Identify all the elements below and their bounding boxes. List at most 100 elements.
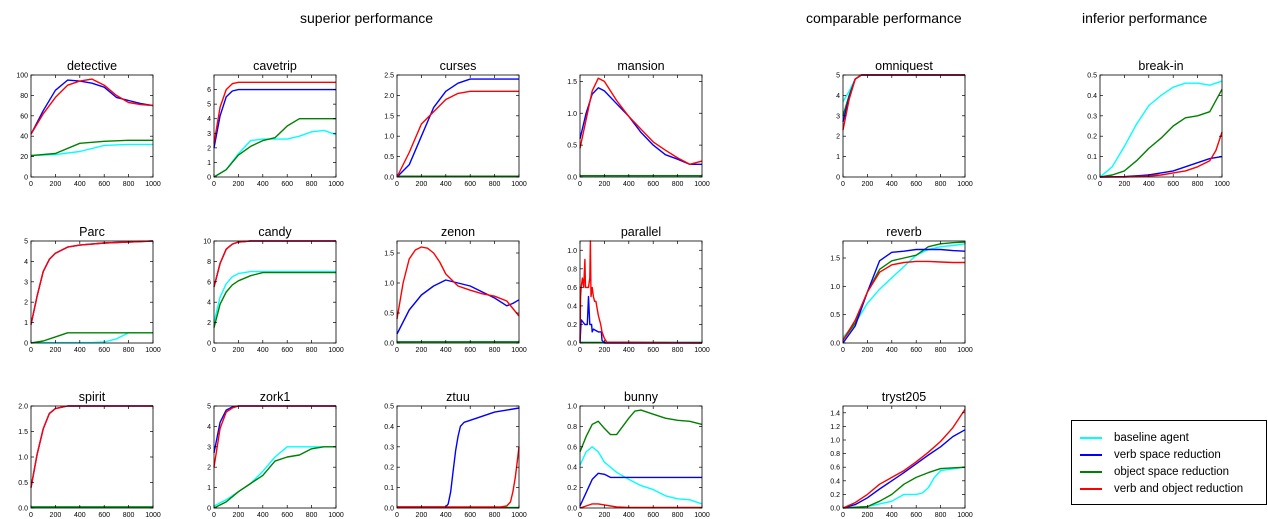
series-line-object — [579, 409, 703, 453]
plot-title: tryst205 — [882, 390, 927, 404]
x-tick-label: 600 — [464, 181, 476, 188]
x-tick-label: 800 — [672, 347, 684, 354]
x-tick-label: 0 — [578, 181, 582, 188]
x-tick-label: 800 — [935, 512, 947, 519]
x-tick-label: 800 — [489, 512, 501, 519]
x-tick-label: 0 — [578, 512, 582, 519]
y-tick-label: 3 — [207, 444, 211, 451]
plot-title: Parc — [79, 225, 105, 239]
plot-title: bunny — [624, 390, 659, 404]
series-group — [30, 405, 153, 508]
y-tick-label: 0.5 — [384, 311, 394, 318]
legend-label-both: verb and object reduction — [1114, 483, 1244, 495]
y-tick-label: 60 — [20, 113, 28, 120]
y-tick-label: 5 — [207, 404, 211, 411]
x-tick-label: 1000 — [511, 512, 527, 519]
y-tick-label: 0.8 — [567, 424, 577, 431]
y-tick-label: 5 — [24, 239, 28, 246]
series-line-verb — [579, 472, 702, 507]
y-tick-label: 4 — [207, 116, 211, 123]
series-line-object — [842, 466, 966, 509]
x-tick-label: 800 — [1192, 181, 1204, 188]
series-group — [579, 409, 703, 509]
y-tick-label: 0.0 — [384, 506, 394, 513]
y-tick-label: 8 — [207, 259, 211, 266]
plot-title: spirit — [79, 390, 106, 404]
x-tick-label: 600 — [647, 512, 659, 519]
y-tick-label: 0.4 — [384, 424, 394, 431]
y-tick-label: 1 — [24, 320, 28, 327]
plot-tryst205: tryst205 0 200 400 600 800 1000 0.0 0.2 0.4 0.6 0.8… — [830, 390, 973, 519]
y-tick-label: 6 — [207, 87, 211, 94]
plot-frame — [842, 240, 966, 344]
legend-swatch-baseline — [1080, 437, 1102, 439]
x-tick-label: 400 — [1143, 181, 1155, 188]
x-tick-label: 1000 — [511, 181, 527, 188]
x-tick-label: 400 — [257, 512, 269, 519]
plot-frame — [213, 74, 337, 178]
plot-omniquest: omniquest 0 200 400 600 800 1000 0 1 2 3 4 5 — [836, 59, 973, 188]
series-line-baseline — [842, 74, 965, 102]
series-group — [213, 405, 336, 509]
series-line-object — [30, 332, 153, 344]
x-tick-label: 200 — [1119, 181, 1131, 188]
y-tick-label: 1 — [836, 154, 840, 161]
series-line-baseline — [579, 446, 703, 505]
series-line-both — [30, 78, 154, 135]
x-tick-label: 800 — [123, 512, 135, 519]
y-tick-label: 1 — [207, 485, 211, 492]
y-tick-label: 5 — [207, 102, 211, 109]
series-line-both — [396, 246, 520, 320]
plot-frame — [842, 405, 966, 509]
plot-frame — [213, 405, 337, 509]
series-line-both — [579, 240, 703, 344]
y-tick-label: 2 — [207, 145, 211, 152]
y-tick-label: 0.4 — [567, 465, 577, 472]
x-tick-label: 600 — [281, 181, 293, 188]
y-tick-label: 0.3 — [1087, 113, 1097, 120]
y-tick-label: 0.0 — [830, 341, 840, 348]
y-tick-label: 0.6 — [567, 285, 577, 292]
series-line-baseline — [30, 143, 153, 157]
series-line-verb — [842, 429, 966, 509]
y-tick-label: 0.8 — [567, 266, 577, 273]
header-comparable: comparable performance — [806, 10, 962, 26]
x-tick-label: 400 — [440, 512, 452, 519]
plot-frame — [30, 405, 154, 509]
series-group — [397, 407, 520, 509]
y-tick-label: 1.0 — [567, 248, 577, 255]
plot-title: candy — [258, 225, 292, 239]
plot-frame — [396, 74, 520, 178]
series-line-verb — [213, 405, 336, 454]
series-line-both — [397, 446, 520, 508]
x-tick-label: 800 — [489, 347, 501, 354]
x-tick-label: 400 — [74, 347, 86, 354]
plot-detective: detective 0 200 400 600 800 1000 0 20 40 60 80 100 — [16, 59, 161, 188]
y-tick-label: 0.0 — [567, 506, 577, 513]
legend-label-baseline: baseline agent — [1114, 432, 1189, 444]
y-tick-label: 2 — [24, 300, 28, 307]
x-tick-label: 0 — [395, 347, 399, 354]
plot-title: mansion — [617, 59, 664, 73]
plot-zenon: zenon 0 200 400 600 800 1000 0.0 0.5 1.0 1.5 — [384, 225, 527, 354]
y-tick-label: 5 — [836, 73, 840, 80]
x-tick-label: 800 — [306, 181, 318, 188]
plot-curses: curses 0 200 400 600 800 1000 0.0 0.5 1.0 1.5 2.0 2.… — [384, 59, 527, 188]
legend-label-verb: verb space reduction — [1114, 449, 1221, 461]
x-tick-label: 200 — [416, 181, 428, 188]
series-line-baseline — [213, 270, 336, 323]
y-tick-label: 10 — [203, 239, 211, 246]
x-tick-label: 600 — [98, 181, 110, 188]
plot-cavetrip: cavetrip 0 200 400 600 800 1000 0 1 2 3 4 5 6 — [207, 59, 344, 188]
plot-frame — [213, 240, 337, 344]
legend-item-both: verb and object reduction — [1080, 481, 1243, 497]
series-group — [30, 240, 154, 344]
y-tick-label: 0.4 — [830, 478, 840, 485]
y-tick-label: 1.0 — [830, 438, 840, 445]
x-tick-label: 400 — [886, 181, 898, 188]
plot-title: ztuu — [446, 390, 470, 404]
series-line-verb — [397, 407, 520, 508]
x-tick-label: 600 — [910, 347, 922, 354]
series-line-verb — [30, 405, 153, 488]
